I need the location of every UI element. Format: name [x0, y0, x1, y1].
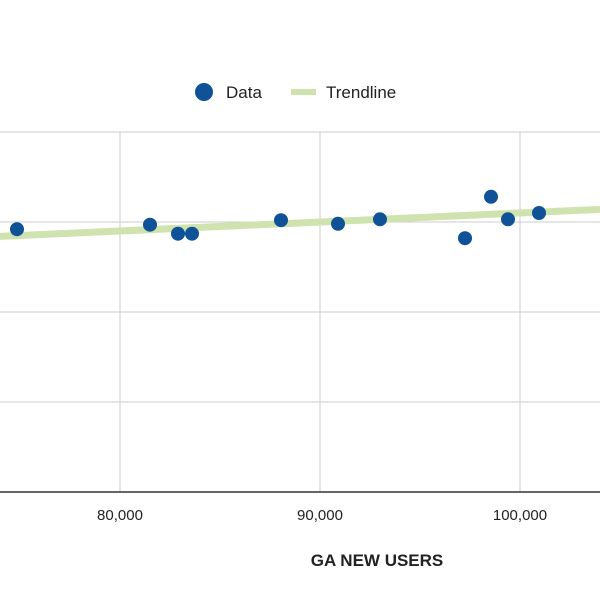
data-points-layer [10, 189, 546, 246]
legend-trendline-label: Trendline [326, 83, 396, 102]
x-tick-label: 100,000 [493, 507, 547, 524]
trendline-layer [0, 205, 600, 240]
x-tick-label: 90,000 [297, 507, 343, 524]
x-tick-label: 80,000 [97, 507, 143, 524]
x-axis-title: GA NEW USERS [311, 551, 444, 570]
data-point [373, 212, 387, 227]
grid-layer [0, 131, 600, 492]
data-point [143, 217, 157, 232]
legend: Data Trendline [195, 83, 396, 102]
data-point [484, 189, 498, 204]
data-point [331, 216, 345, 231]
data-point [501, 212, 515, 227]
data-point [10, 222, 24, 237]
trendline [0, 205, 600, 240]
data-point [171, 226, 185, 241]
axis-layer: 80,000 90,000 100,000 [0, 491, 600, 524]
legend-data-marker [195, 83, 213, 101]
data-point [274, 213, 288, 228]
legend-data-label: Data [226, 83, 262, 102]
data-point [185, 226, 199, 241]
data-point [458, 231, 472, 246]
data-point [532, 206, 546, 220]
